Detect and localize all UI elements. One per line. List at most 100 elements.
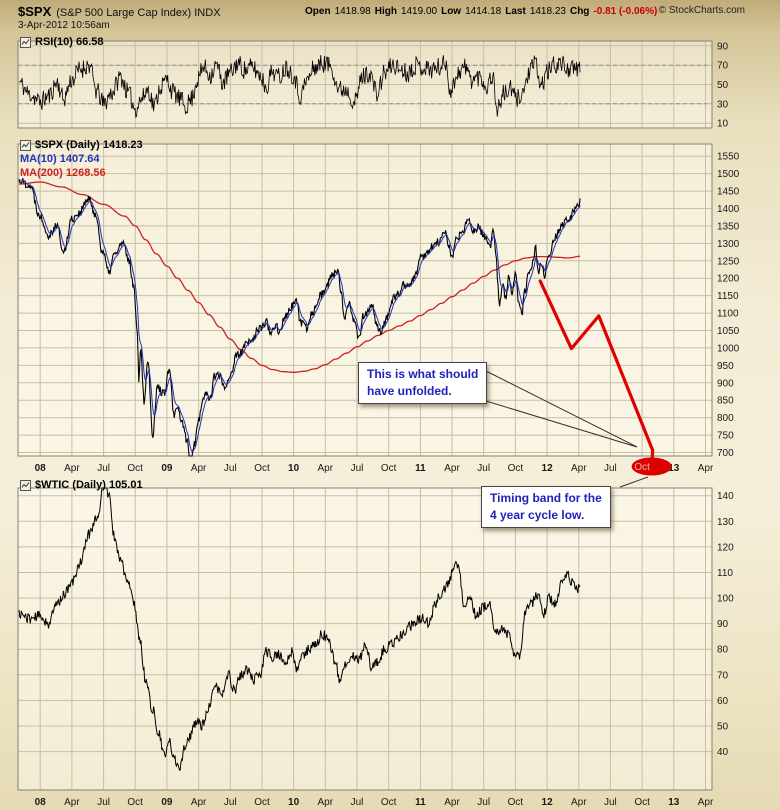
svg-text:1000: 1000 bbox=[717, 343, 740, 354]
svg-text:90: 90 bbox=[717, 619, 729, 630]
svg-text:Apr: Apr bbox=[64, 463, 80, 474]
chg-label: Chg bbox=[569, 6, 590, 17]
wtic-panel-label-text: $WTIC (Daily) 105.01 bbox=[35, 479, 143, 491]
svg-text:1400: 1400 bbox=[717, 204, 740, 215]
last-value: 1418.23 bbox=[529, 6, 566, 17]
svg-text:1100: 1100 bbox=[717, 309, 739, 320]
spx-ma200-line bbox=[19, 181, 581, 373]
callout-wedge bbox=[485, 370, 638, 448]
spx-xaxis-labels: 08 Apr Jul Oct 09 Apr Jul Oct 10 Apr Jul Oct 11 Apr Ju… bbox=[35, 463, 714, 474]
svg-text:Jul: Jul bbox=[351, 797, 364, 808]
rsi-line bbox=[18, 55, 581, 119]
svg-text:Jul: Jul bbox=[604, 463, 617, 474]
svg-text:1350: 1350 bbox=[717, 221, 740, 232]
high-label: High bbox=[374, 6, 397, 17]
quote-row: Open 1418.98 High 1419.00 Low 1414.18 La… bbox=[305, 6, 657, 17]
svg-text:Jul: Jul bbox=[97, 463, 110, 474]
svg-text:Apr: Apr bbox=[191, 463, 207, 474]
spx-ma200-label: MA(200) 1268.56 bbox=[20, 167, 106, 179]
timing-band-pointer-line bbox=[619, 476, 649, 488]
svg-text:09: 09 bbox=[161, 463, 173, 474]
low-label: Low bbox=[441, 6, 462, 17]
svg-text:Apr: Apr bbox=[444, 797, 460, 808]
annotation-box-unfolded-line1: This is what should bbox=[367, 367, 479, 381]
svg-text:Jul: Jul bbox=[224, 797, 237, 808]
rsi-panel-label-text: RSI(10) 66.58 bbox=[35, 36, 104, 48]
svg-text:11: 11 bbox=[415, 463, 426, 474]
svg-text:800: 800 bbox=[717, 413, 734, 424]
rsi-grid bbox=[17, 40, 713, 129]
last-label: Last bbox=[505, 6, 526, 17]
spx-ma10-line bbox=[18, 178, 581, 453]
svg-text:Jul: Jul bbox=[604, 797, 617, 808]
svg-text:900: 900 bbox=[717, 378, 734, 389]
svg-text:Oct: Oct bbox=[127, 463, 143, 474]
scenario-decline-line bbox=[538, 279, 655, 469]
svg-text:Jul: Jul bbox=[351, 463, 364, 474]
svg-text:Oct: Oct bbox=[254, 463, 270, 474]
svg-text:Apr: Apr bbox=[571, 797, 587, 808]
spx-yaxis-labels: 1550 1500 1450 1400 1350 1300 1250 1200 1150 1100… bbox=[717, 152, 740, 459]
svg-text:Jul: Jul bbox=[477, 797, 490, 808]
svg-text:850: 850 bbox=[717, 396, 734, 407]
svg-text:Oct: Oct bbox=[381, 463, 397, 474]
annotation-box-timing-band-line2: 4 year cycle low. bbox=[490, 508, 585, 522]
svg-text:10: 10 bbox=[288, 797, 300, 808]
svg-text:100: 100 bbox=[717, 594, 734, 605]
svg-text:13: 13 bbox=[668, 463, 680, 474]
svg-text:10: 10 bbox=[717, 119, 729, 130]
svg-text:140: 140 bbox=[717, 491, 734, 502]
svg-text:Apr: Apr bbox=[571, 463, 587, 474]
svg-text:Jul: Jul bbox=[97, 797, 110, 808]
rsi-panel-label: RSI(10) 66.58 bbox=[20, 36, 103, 48]
annotation-box-unfolded-line2: have unfolded. bbox=[367, 384, 452, 398]
annotation-box-timing-band-line1: Timing band for the bbox=[490, 491, 602, 505]
ticker-name: (S&P 500 Large Cap Index) INDX bbox=[56, 7, 221, 19]
cycle-low-ellipse: Oct bbox=[631, 457, 672, 476]
wtic-panel-label: $WTIC (Daily) 105.01 bbox=[20, 479, 143, 491]
svg-text:40: 40 bbox=[717, 747, 729, 758]
svg-text:1550: 1550 bbox=[717, 152, 740, 163]
spx-price-line bbox=[18, 178, 581, 457]
svg-text:Oct: Oct bbox=[254, 797, 270, 808]
chart-icon bbox=[20, 36, 31, 48]
svg-text:Oct: Oct bbox=[381, 797, 397, 808]
svg-text:13: 13 bbox=[668, 797, 680, 808]
svg-text:Jul: Jul bbox=[477, 463, 490, 474]
datetime: 3-Apr-2012 10:56am bbox=[18, 20, 110, 31]
svg-text:Oct: Oct bbox=[508, 797, 524, 808]
chart-icon bbox=[20, 479, 31, 491]
svg-text:60: 60 bbox=[717, 696, 729, 707]
chart-header: $SPX (S&P 500 Large Cap Index) INDX bbox=[18, 4, 221, 19]
svg-text:1300: 1300 bbox=[717, 239, 740, 250]
annotation-box-timing-band: Timing band for the 4 year cycle low. bbox=[481, 486, 611, 528]
cycle-low-oct-label: Oct bbox=[634, 462, 650, 473]
svg-text:50: 50 bbox=[717, 722, 729, 733]
spx-ma10-label-text: MA(10) 1407.64 bbox=[20, 153, 100, 165]
rsi-yaxis-labels: 90 70 50 30 10 bbox=[717, 41, 729, 129]
svg-text:12: 12 bbox=[542, 797, 554, 808]
svg-text:Apr: Apr bbox=[191, 797, 207, 808]
wtic-line bbox=[18, 487, 581, 771]
svg-text:09: 09 bbox=[161, 797, 173, 808]
svg-text:Apr: Apr bbox=[318, 463, 334, 474]
svg-text:950: 950 bbox=[717, 361, 734, 372]
svg-text:1050: 1050 bbox=[717, 326, 740, 337]
spx-ma10-label: MA(10) 1407.64 bbox=[20, 153, 100, 165]
svg-text:90: 90 bbox=[717, 41, 729, 52]
svg-text:Oct: Oct bbox=[634, 797, 650, 808]
copyright: © StockCharts.com bbox=[658, 5, 745, 16]
svg-text:08: 08 bbox=[35, 797, 47, 808]
svg-text:1250: 1250 bbox=[717, 256, 740, 267]
svg-text:700: 700 bbox=[717, 448, 734, 459]
svg-text:08: 08 bbox=[35, 463, 47, 474]
svg-text:50: 50 bbox=[717, 80, 729, 91]
svg-text:130: 130 bbox=[717, 517, 734, 528]
svg-text:1450: 1450 bbox=[717, 187, 740, 198]
svg-text:1150: 1150 bbox=[717, 291, 739, 302]
spx-panel-label-text: $SPX (Daily) 1418.23 bbox=[35, 139, 143, 151]
svg-text:11: 11 bbox=[415, 797, 426, 808]
svg-text:80: 80 bbox=[717, 645, 729, 656]
